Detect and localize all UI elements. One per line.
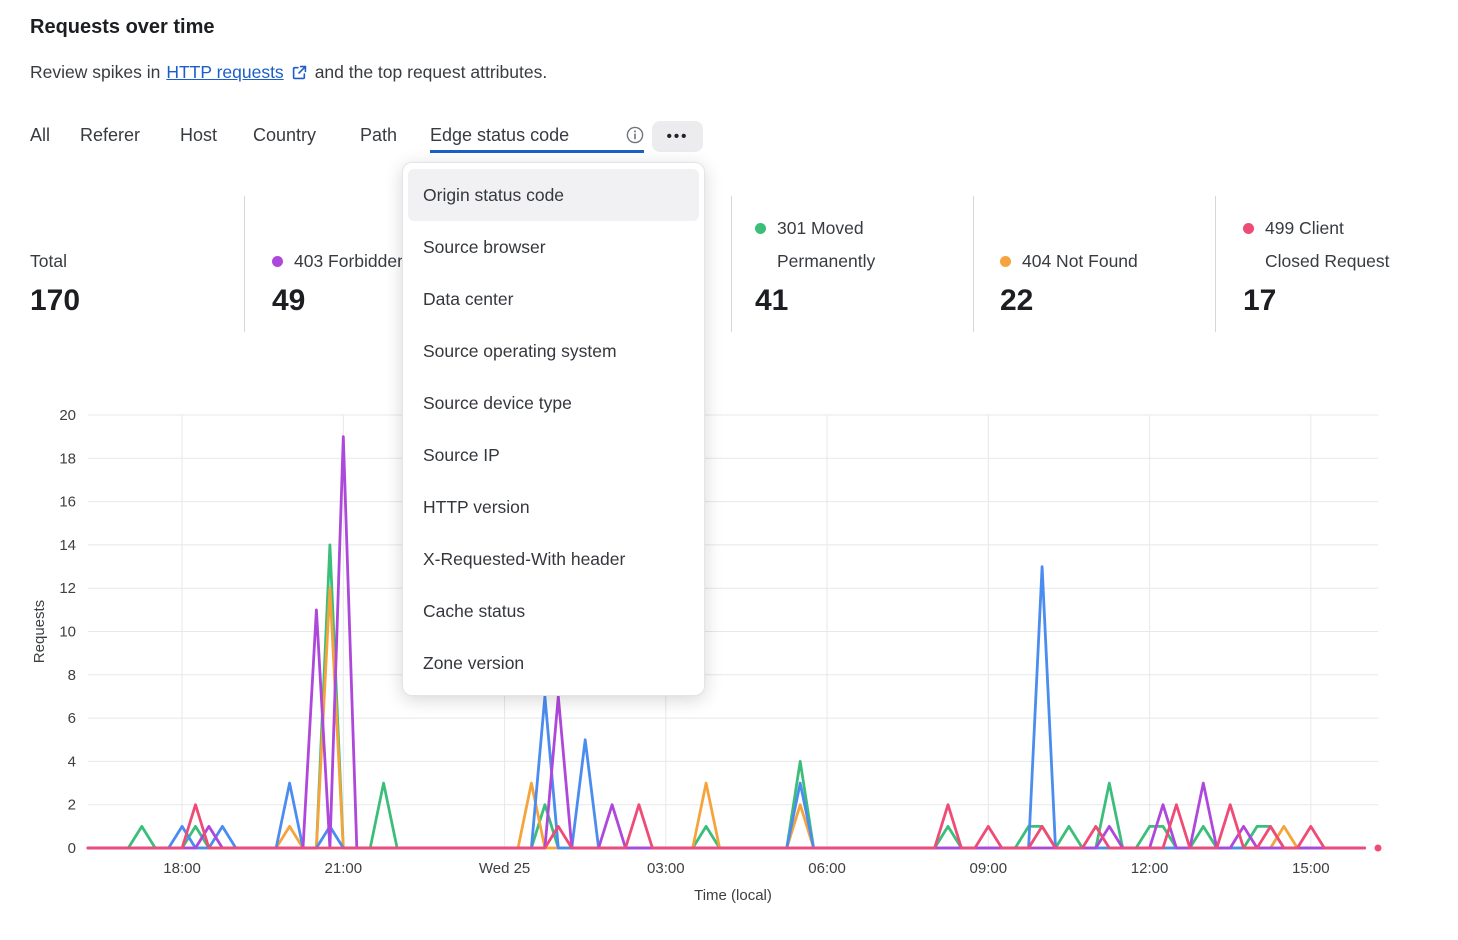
tab-referer[interactable]: Referer [80, 125, 141, 145]
http-requests-link[interactable]: HTTP requests [166, 62, 284, 82]
svg-text:06:00: 06:00 [808, 860, 846, 877]
menu-item-zone-version[interactable]: Zone version [423, 652, 525, 673]
menu-item-source-device-type[interactable]: Source device type [423, 392, 572, 413]
svg-text:18: 18 [59, 450, 76, 467]
svg-text:Time (local): Time (local) [694, 887, 772, 904]
stat-404-not-found: 404 Not Found 22 [1000, 196, 1220, 322]
tab-edge-status-code[interactable]: Edge status code [430, 120, 644, 153]
tab-country[interactable]: Country [253, 125, 317, 145]
subtitle-suffix: and the top request attributes. [314, 62, 548, 82]
stat-403-value: 49 [272, 284, 306, 317]
stat-499-client-closed-request: 499 Client Closed Request 17 [1243, 196, 1403, 322]
svg-text:12:00: 12:00 [1131, 860, 1169, 877]
svg-text:12: 12 [59, 580, 76, 597]
svg-text:15:00: 15:00 [1292, 860, 1330, 877]
requests-chart[interactable]: 18:00 21:00 Wed 25 03:00 06:00 09:00 12:00 15:0… [0, 390, 1458, 940]
svg-text:16: 16 [59, 494, 76, 511]
svg-text:20: 20 [59, 407, 76, 424]
external-link-icon [292, 65, 307, 80]
svg-text:21:00: 21:00 [325, 860, 363, 877]
svg-text:8: 8 [68, 667, 76, 684]
stat-divider [1215, 196, 1216, 332]
stat-divider [731, 196, 732, 332]
menu-item-source-operating-system[interactable]: Source operating system [423, 340, 617, 361]
stat-404-label: 404 Not Found [1022, 251, 1138, 271]
svg-text:Requests: Requests [31, 600, 48, 663]
svg-text:14: 14 [59, 537, 76, 554]
svg-text:18:00: 18:00 [163, 860, 201, 877]
info-icon[interactable] [626, 126, 644, 144]
stat-total: Total 170 [30, 196, 230, 322]
svg-text:6: 6 [68, 710, 76, 727]
attribute-tabs: All Referer Host Country Path Edge statu… [0, 120, 1458, 154]
tab-all[interactable]: All [30, 125, 51, 145]
page-title: Requests over time [30, 16, 215, 38]
legend-dot-499 [1243, 223, 1254, 234]
menu-item-cache-status[interactable]: Cache status [423, 600, 526, 621]
stat-301-label: 301 Moved Permanently [777, 218, 876, 271]
legend-dot-301 [755, 223, 766, 234]
svg-text:09:00: 09:00 [970, 860, 1008, 877]
tab-edge-status-code-label: Edge status code [430, 125, 570, 145]
tab-host[interactable]: Host [180, 125, 218, 145]
stat-301-value: 41 [755, 284, 789, 317]
stat-403-label: 403 Forbidden [294, 251, 407, 271]
svg-text:4: 4 [68, 753, 76, 770]
subtitle: Review spikes in HTTP requests and the t… [30, 62, 547, 83]
stat-divider [244, 196, 245, 332]
stat-total-value: 170 [30, 284, 81, 317]
attribute-menu: Origin status code Source browser Data c… [402, 162, 705, 696]
menu-item-http-version[interactable]: HTTP version [423, 496, 530, 517]
stat-301-moved-permanently: 301 Moved Permanently 41 [755, 196, 890, 322]
stat-404-value: 22 [1000, 284, 1034, 317]
stat-total-label: Total [30, 251, 67, 271]
legend-dot-403 [272, 256, 283, 267]
stat-499-value: 17 [1243, 284, 1277, 317]
menu-item-x-requested-with-header[interactable]: X-Requested-With header [423, 548, 626, 569]
svg-text:0: 0 [68, 840, 76, 857]
svg-text:Wed 25: Wed 25 [479, 860, 530, 877]
stat-divider [973, 196, 974, 332]
stat-499-label: 499 Client Closed Request [1265, 218, 1390, 271]
legend-dot-404 [1000, 256, 1011, 267]
subtitle-prefix: Review spikes in [30, 62, 161, 82]
svg-text:03:00: 03:00 [647, 860, 685, 877]
menu-item-data-center[interactable]: Data center [423, 288, 514, 309]
menu-item-source-ip[interactable]: Source IP [423, 444, 500, 465]
tab-path[interactable]: Path [360, 125, 398, 145]
menu-item-source-browser[interactable]: Source browser [423, 236, 546, 257]
more-tabs-button[interactable]: ••• [652, 121, 703, 152]
stat-403-forbidden: 403 Forbidden 49 [272, 196, 472, 322]
svg-text:2: 2 [68, 797, 76, 814]
svg-text:10: 10 [59, 624, 76, 641]
menu-item-origin-status-code[interactable]: Origin status code [408, 169, 699, 221]
